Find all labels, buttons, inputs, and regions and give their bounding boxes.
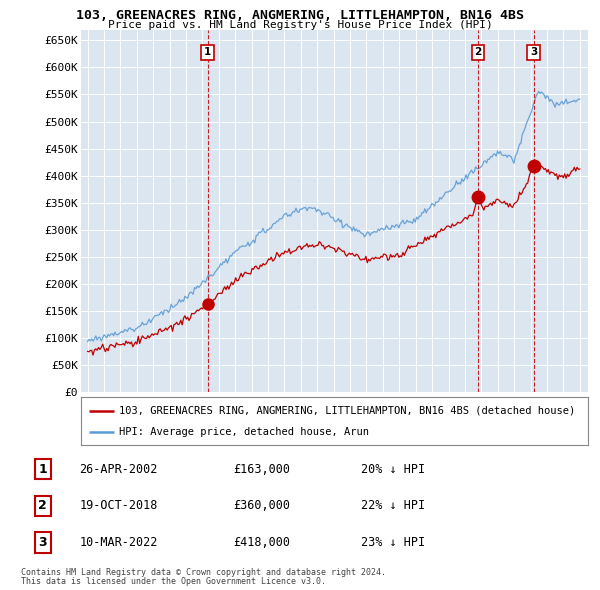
Text: HPI: Average price, detached house, Arun: HPI: Average price, detached house, Arun	[119, 427, 369, 437]
Text: 3: 3	[530, 47, 538, 57]
Text: £360,000: £360,000	[233, 499, 290, 513]
Text: 19-OCT-2018: 19-OCT-2018	[79, 499, 158, 513]
Text: Price paid vs. HM Land Registry's House Price Index (HPI): Price paid vs. HM Land Registry's House …	[107, 20, 493, 30]
Text: 103, GREENACRES RING, ANGMERING, LITTLEHAMPTON, BN16 4BS (detached house): 103, GREENACRES RING, ANGMERING, LITTLEH…	[119, 405, 575, 415]
Text: 1: 1	[204, 47, 211, 57]
Text: This data is licensed under the Open Government Licence v3.0.: This data is licensed under the Open Gov…	[21, 577, 326, 586]
Text: £418,000: £418,000	[233, 536, 290, 549]
Text: 26-APR-2002: 26-APR-2002	[79, 463, 158, 476]
Text: 2: 2	[475, 47, 482, 57]
Text: 103, GREENACRES RING, ANGMERING, LITTLEHAMPTON, BN16 4BS: 103, GREENACRES RING, ANGMERING, LITTLEH…	[76, 9, 524, 22]
Text: 23% ↓ HPI: 23% ↓ HPI	[361, 536, 425, 549]
Text: 20% ↓ HPI: 20% ↓ HPI	[361, 463, 425, 476]
Text: 2: 2	[38, 499, 47, 513]
Text: 22% ↓ HPI: 22% ↓ HPI	[361, 499, 425, 513]
Text: Contains HM Land Registry data © Crown copyright and database right 2024.: Contains HM Land Registry data © Crown c…	[21, 568, 386, 576]
Text: £163,000: £163,000	[233, 463, 290, 476]
Text: 10-MAR-2022: 10-MAR-2022	[79, 536, 158, 549]
Text: 3: 3	[38, 536, 47, 549]
Text: 1: 1	[38, 463, 47, 476]
